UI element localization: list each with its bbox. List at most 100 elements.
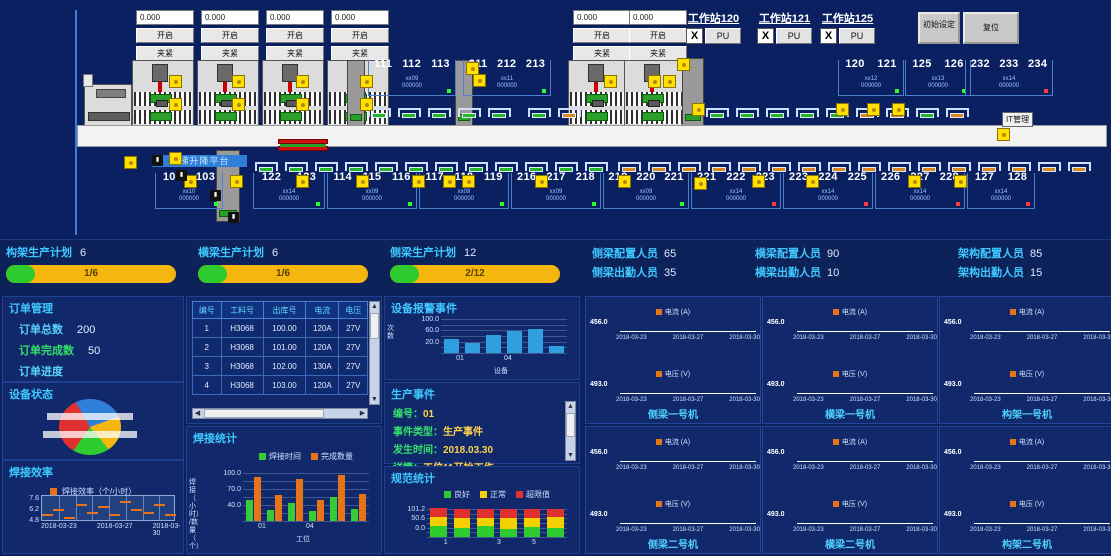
workstation-x-button[interactable]: X <box>820 28 837 44</box>
station-group-2[interactable]: 120 121 xx12 000000 <box>838 58 904 96</box>
alarm-marker-6[interactable] <box>296 98 309 111</box>
alarm-marker-12[interactable] <box>296 175 309 188</box>
alarm-marker-22[interactable] <box>692 103 705 116</box>
alarm-marker-10[interactable] <box>184 175 197 188</box>
alarm-marker-27[interactable] <box>867 103 880 116</box>
alarm-marker-5[interactable] <box>232 98 245 111</box>
table-vscrollbar[interactable]: ▲ ▼ <box>369 301 380 405</box>
clamp-open-button[interactable]: 开启 <box>136 28 194 43</box>
events-vscroll-thumb[interactable] <box>566 413 575 437</box>
station-group-10[interactable]: 219220221xx09000000 <box>603 171 689 209</box>
machine-card-4[interactable]: 电流 (A) 456.0 2018-03-23 2018-03-27 2018-03-3… <box>762 426 938 554</box>
clamp-open-button[interactable]: 开启 <box>201 28 259 43</box>
alarm-marker-0[interactable] <box>169 75 182 88</box>
alarm-marker-2[interactable] <box>296 75 309 88</box>
alarm-marker-9[interactable] <box>169 152 182 165</box>
alarm-marker-32[interactable] <box>443 175 456 188</box>
clamp-clamp-button[interactable]: 夹紧 <box>136 46 194 61</box>
table-row[interactable]: 1 H3068 100.00 120A 27V <box>192 318 368 338</box>
station-group-4[interactable]: 232 233 234 xx14 000000 <box>965 58 1053 96</box>
init-setting-button[interactable]: 初始设定 <box>918 12 960 44</box>
alarm-marker-30[interactable] <box>954 175 967 188</box>
clamp-value-input[interactable]: 0.000 <box>629 10 687 25</box>
scroll-right-arrow[interactable]: ▶ <box>359 410 366 417</box>
alarm-marker-34[interactable] <box>618 175 631 188</box>
machine-card-0[interactable]: 电流 (A) 456.0 2018-03-23 2018-03-27 2018-03-3… <box>585 296 761 424</box>
station-group-0[interactable]: 111 112 113 xx09 000000 <box>368 58 456 96</box>
alarm-marker-8[interactable] <box>124 156 137 169</box>
table-row[interactable]: 3 H3068 102.00 130A 27V <box>192 356 368 376</box>
legend-label: 焊接时间 <box>269 452 301 461</box>
workstation-pu-button[interactable]: PU <box>776 28 812 44</box>
alarm-marker-25[interactable] <box>806 175 819 188</box>
station-group-14[interactable]: 127 128 xx14 000000 <box>967 171 1035 209</box>
alarm-marker-14[interactable] <box>412 175 425 188</box>
alarm-marker-28[interactable] <box>892 103 905 116</box>
machine-card-1[interactable]: 电流 (A) 456.0 2018-03-23 2018-03-27 2018-03-3… <box>762 296 938 424</box>
workstation-pu-button[interactable]: PU <box>839 28 875 44</box>
workstation-x-button[interactable]: X <box>686 28 703 44</box>
clamp-value-input[interactable]: 0.000 <box>331 10 389 25</box>
alarm-marker-7[interactable] <box>360 98 373 111</box>
scroll-down-arrow[interactable]: ▼ <box>371 396 378 403</box>
events-scroll-down-arrow[interactable]: ▼ <box>567 452 574 459</box>
station-group-3[interactable]: 125 126 xx13 000000 <box>905 58 971 96</box>
events-vscrollbar[interactable]: ▲ ▼ <box>565 401 576 461</box>
clamp-value-input[interactable]: 0.000 <box>266 10 324 25</box>
clamp-clamp-button[interactable]: 夹紧 <box>201 46 259 61</box>
table-cell: 130A <box>305 356 340 376</box>
alarm-marker-23[interactable] <box>694 177 707 190</box>
machine-card-5[interactable]: 电流 (A) 456.0 2018-03-23 2018-03-27 2018-03-3… <box>939 426 1111 554</box>
current-legend: 电流 (A) <box>763 303 937 317</box>
workstation-x-button[interactable]: X <box>757 28 774 44</box>
data-table-viewport[interactable]: 编号 工料号 出库号 电流 电压 1 H3068 100.00 120A 27V 2 H3068 10… <box>192 301 368 405</box>
legend-swatch-voltage <box>1009 501 1016 507</box>
order-rows: 订单总数 200 订单完成数 50 订单进度 <box>3 321 183 379</box>
alarm-marker-18[interactable] <box>604 75 617 88</box>
table-row[interactable]: 4 H3068 103.00 120A 27V <box>192 375 368 395</box>
clamp-open-button[interactable]: 开启 <box>331 28 389 43</box>
reset-button[interactable]: 复位 <box>963 12 1019 44</box>
alarm-marker-33[interactable] <box>535 175 548 188</box>
station-group-12[interactable]: 223 224 225 xx14 000000 <box>783 171 873 209</box>
alarm-marker-13[interactable] <box>356 175 369 188</box>
clamp-open-button[interactable]: 开启 <box>573 28 631 43</box>
events-scroll-up-arrow[interactable]: ▲ <box>567 403 574 410</box>
x-tick-label: 2018-03-23 <box>970 397 1001 403</box>
clamp-clamp-button[interactable]: 夹紧 <box>266 46 324 61</box>
workstation-pu-button[interactable]: PU <box>705 28 741 44</box>
hscroll-thumb[interactable] <box>204 409 324 418</box>
alarm-marker-11[interactable] <box>230 175 243 188</box>
alarm-marker-19[interactable] <box>648 75 661 88</box>
alarm-marker-4[interactable] <box>169 98 182 111</box>
machine-card-2[interactable]: 电流 (A) 456.0 2018-03-23 2018-03-27 2018-03-3… <box>939 296 1111 424</box>
station-group-9[interactable]: 216 217 218 xx09 000000 <box>511 171 601 209</box>
alarm-marker-3[interactable] <box>360 75 373 88</box>
clamp-value-input[interactable]: 0.000 <box>573 10 631 25</box>
clamp-value-input[interactable]: 0.000 <box>136 10 194 25</box>
scroll-left-arrow[interactable]: ◀ <box>194 410 201 417</box>
alarm-marker-31[interactable] <box>997 128 1010 141</box>
clamp-open-button[interactable]: 开启 <box>629 28 687 43</box>
alarm-marker-20[interactable] <box>663 75 676 88</box>
alarm-marker-26[interactable] <box>836 103 849 116</box>
clamp-open-button[interactable]: 开启 <box>266 28 324 43</box>
alarm-marker-17[interactable] <box>473 74 486 87</box>
table-row[interactable]: 2 H3068 101.00 120A 27V <box>192 337 368 357</box>
alarm-marker-24[interactable] <box>752 175 765 188</box>
alarm-marker-29[interactable] <box>908 175 921 188</box>
voltage-xticks: 2018-03-23 2018-03-27 2018-03-30 <box>970 527 1111 533</box>
vscroll-thumb[interactable] <box>370 313 379 339</box>
station-group-7[interactable]: 114 115 116 xx09 000000 <box>327 171 417 209</box>
clamp-value-input[interactable]: 0.000 <box>201 10 259 25</box>
machine-card-3[interactable]: 电流 (A) 456.0 2018-03-23 2018-03-27 2018-03-3… <box>585 426 761 554</box>
table-hscrollbar[interactable]: ◀ ▶ <box>192 408 368 419</box>
alarm-marker-1[interactable] <box>232 75 245 88</box>
alarm-marker-16[interactable] <box>466 62 479 75</box>
scroll-up-arrow[interactable]: ▲ <box>371 303 378 310</box>
clamp-clamp-button[interactable]: 夹紧 <box>573 46 631 61</box>
alarm-marker-15[interactable] <box>462 175 475 188</box>
station-subcode: 000000 <box>635 196 657 202</box>
alarm-marker-21[interactable] <box>677 58 690 71</box>
